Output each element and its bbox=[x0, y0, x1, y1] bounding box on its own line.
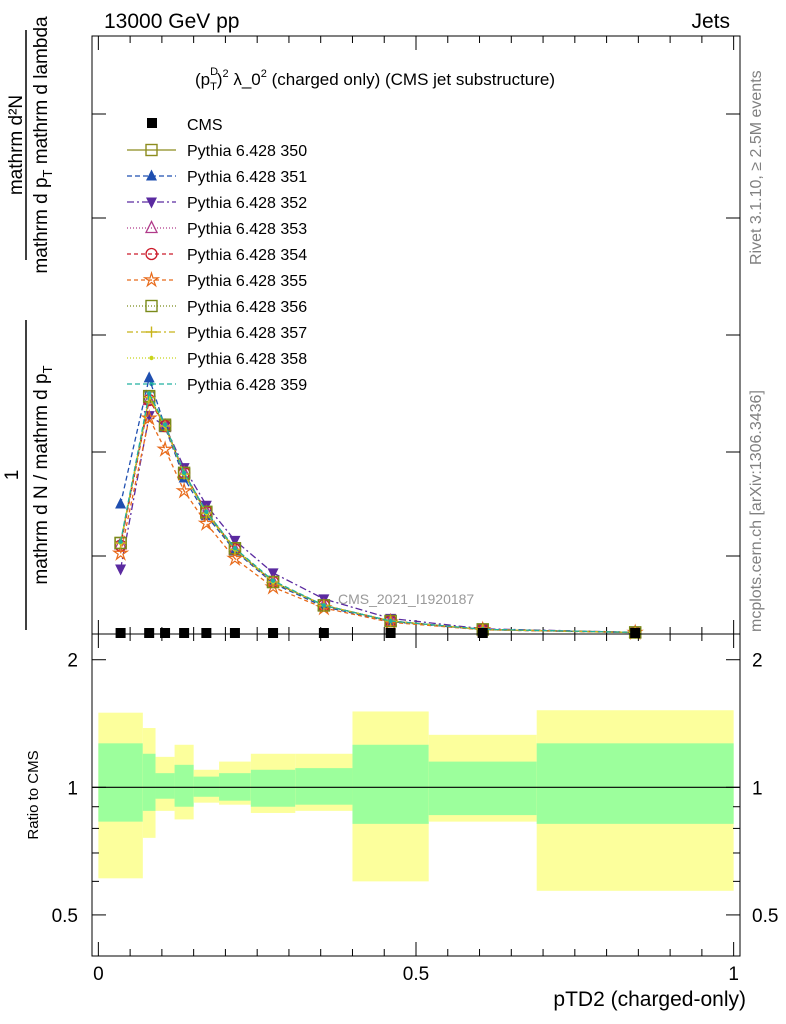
series-line bbox=[119, 416, 636, 634]
cms-data-points bbox=[115, 628, 641, 638]
cms-point bbox=[144, 628, 155, 638]
legend-marker bbox=[146, 169, 157, 181]
cms-point bbox=[385, 628, 396, 638]
series-point bbox=[197, 514, 216, 531]
series-point bbox=[229, 535, 241, 547]
legend-marker bbox=[149, 355, 154, 361]
ratio-inner-band bbox=[155, 773, 175, 799]
legend-label: Pythia 6.428 351 bbox=[187, 169, 307, 186]
ratio-inner-band bbox=[250, 769, 296, 807]
ratio-y-tick-label: 2 bbox=[67, 651, 78, 672]
legend-label: Pythia 6.428 353 bbox=[187, 221, 307, 238]
legend-label: Pythia 6.428 354 bbox=[187, 247, 307, 264]
legend-label: Pythia 6.428 359 bbox=[187, 377, 307, 394]
legend-label: Pythia 6.428 352 bbox=[187, 195, 307, 212]
legend-marker-cms bbox=[147, 118, 157, 128]
x-tick-label: 1 bbox=[728, 964, 739, 985]
series-point bbox=[181, 470, 187, 475]
series-point bbox=[111, 544, 130, 561]
legend-label: Pythia 6.428 350 bbox=[187, 143, 307, 160]
series-point bbox=[175, 481, 193, 499]
legend-marker bbox=[142, 270, 161, 288]
cms-point bbox=[201, 628, 212, 638]
cms-point bbox=[630, 628, 641, 638]
ratio-y-tick-label-right: 0.5 bbox=[752, 906, 778, 927]
ratio-inner-band bbox=[174, 764, 194, 807]
cms-point bbox=[477, 628, 488, 638]
main-title: (pD T)2 λ_02 (charged only) (CMS jet subs… bbox=[195, 66, 555, 93]
series-point bbox=[204, 509, 209, 514]
legend-label: Pythia 6.428 358 bbox=[187, 351, 307, 368]
series-point bbox=[143, 371, 155, 383]
x-tick-label: 0 bbox=[93, 964, 104, 985]
series-point bbox=[321, 603, 327, 608]
ylabel-lhs-numerator: 1 bbox=[2, 470, 23, 481]
ratio-bands bbox=[98, 710, 734, 891]
series-point bbox=[140, 409, 158, 426]
ylabel-denominator: mathrm d pT mathrm d lambda bbox=[31, 16, 55, 274]
cms-point bbox=[229, 628, 240, 638]
series-point bbox=[146, 391, 152, 396]
series-point bbox=[232, 546, 238, 551]
ratio-inner-band bbox=[428, 761, 537, 816]
header-left: 13000 GeV pp bbox=[104, 10, 239, 33]
series-point bbox=[118, 539, 123, 544]
cms-point bbox=[268, 628, 279, 638]
cms-point bbox=[160, 628, 171, 638]
ratio-inner-band bbox=[142, 753, 156, 811]
rivet-version-text: Rivet 3.1.10, ≥ 2.5M events bbox=[748, 70, 765, 265]
ratio-inner-band bbox=[352, 744, 429, 824]
header-right: Jets bbox=[691, 10, 730, 33]
cms-point bbox=[179, 628, 190, 638]
ratio-y-tick-label-right: 1 bbox=[752, 778, 763, 799]
legend-label: Pythia 6.428 355 bbox=[187, 273, 307, 290]
legend-marker bbox=[146, 326, 157, 338]
series-point bbox=[142, 392, 156, 406]
main-y-axis-label: 1 mathrm d N / mathrm d pT mathrm d²N ma… bbox=[2, 16, 55, 630]
x-tick-label: 0.5 bbox=[403, 964, 429, 985]
analysis-watermark: CMS_2021_I1920187 bbox=[338, 591, 474, 607]
mcplots-reference-text: mcplots.cern.ch [arXiv:1306.3436] bbox=[748, 390, 765, 632]
legend-marker bbox=[144, 220, 159, 234]
legend-marker bbox=[145, 247, 158, 261]
cms-point bbox=[318, 628, 329, 638]
ratio-y-tick-label-right: 2 bbox=[752, 651, 763, 672]
series-point bbox=[226, 549, 244, 567]
ratio-inner-band bbox=[536, 743, 734, 824]
legend-marker bbox=[145, 143, 158, 157]
ratio-inner-band bbox=[98, 743, 143, 822]
series-point bbox=[270, 578, 276, 583]
ylabel-lhs-denominator: mathrm d N / mathrm d pT bbox=[31, 365, 55, 584]
series-layer bbox=[111, 371, 644, 640]
legend-marker bbox=[149, 381, 154, 387]
cms-point bbox=[115, 628, 126, 638]
legend-label: Pythia 6.428 356 bbox=[187, 299, 307, 316]
ratio-y-axis-label: Ratio to CMS bbox=[25, 750, 42, 839]
series-point bbox=[156, 440, 174, 457]
ratio-inner-band bbox=[295, 768, 353, 805]
series-point bbox=[388, 618, 393, 624]
legend-marker bbox=[146, 197, 157, 209]
series-point bbox=[162, 422, 168, 427]
series-point bbox=[267, 568, 279, 580]
svg-text:1: 1 bbox=[2, 470, 23, 481]
x-axis-label: pTD2 (charged-only) bbox=[553, 988, 746, 1011]
ratio-inner-band bbox=[193, 776, 220, 797]
series-point bbox=[115, 497, 127, 509]
ratio-axis-ticks: 0 0.5 1 0.5 0.5 1 1 2 2 bbox=[52, 634, 778, 985]
legend-label: Pythia 6.428 357 bbox=[187, 325, 307, 342]
series-point bbox=[115, 564, 127, 576]
legend-marker bbox=[145, 299, 158, 313]
legend-label-cms: CMS bbox=[187, 117, 223, 134]
ratio-y-tick-label: 1 bbox=[67, 778, 78, 799]
ylabel-numerator: mathrm d²N bbox=[6, 95, 27, 195]
legend: CMS Pythia 6.428 350 Pythia 6.428 351 Pyth… bbox=[127, 117, 307, 394]
ratio-y-tick-label: 0.5 bbox=[52, 906, 78, 927]
